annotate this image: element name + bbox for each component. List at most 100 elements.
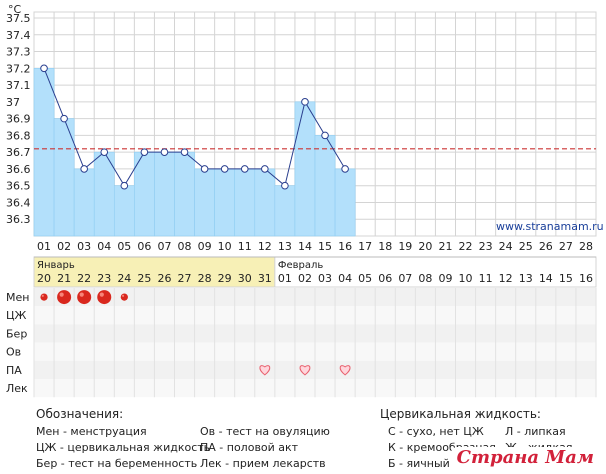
menstruation-highlight [99, 292, 104, 297]
cycle-day-label: 01 [37, 240, 51, 253]
menstruation-mark [120, 293, 128, 301]
cycle-day-label: 22 [459, 240, 473, 253]
cycle-day-label: 03 [77, 240, 91, 253]
y-tick-label: 37.5 [6, 12, 31, 25]
calendar-date-label: 01 [278, 272, 292, 285]
calendar-date-label: 02 [298, 272, 312, 285]
cycle-day-label: 05 [117, 240, 131, 253]
y-tick-label: 37.2 [6, 62, 31, 75]
temperature-point [80, 165, 88, 173]
menstruation-highlight [59, 292, 64, 297]
calendar-date-label: 06 [378, 272, 392, 285]
website-label: www.stranamam.ru [496, 220, 604, 233]
temperature-bar [73, 168, 95, 237]
y-tick-label: 36.9 [6, 113, 31, 126]
cycle-day-label: 19 [398, 240, 412, 253]
cycle-day-label: 20 [418, 240, 432, 253]
temperature-point [301, 98, 309, 106]
cycle-day-label: 04 [97, 240, 111, 253]
temperature-point [200, 165, 209, 173]
brand-logo: Страна Мам [450, 447, 600, 468]
cycle-day-label: 23 [479, 240, 493, 253]
y-tick-label: 37 [6, 96, 20, 109]
temperature-bar [254, 168, 276, 237]
calendar-date-label: 20 [37, 272, 51, 285]
temperature-point [160, 148, 169, 156]
y-tick-label: 36.4 [6, 196, 31, 209]
temperature-point [120, 181, 129, 190]
temperature-point [100, 148, 109, 156]
menstruation-highlight [79, 292, 84, 297]
cycle-day-label: 02 [57, 240, 71, 253]
legend-heading: Обозначения: [36, 407, 124, 421]
cycle-day-label: 09 [198, 240, 212, 253]
calendar-date-label: 03 [318, 272, 332, 285]
y-tick-label: 36.8 [6, 129, 31, 142]
calendar-date-label: 13 [519, 272, 533, 285]
legend-item-intercourse: ПА - половой акт [200, 441, 299, 454]
temperature-point [60, 114, 68, 123]
temperature-point [40, 64, 48, 73]
temperature-bar [33, 68, 55, 237]
cycle-day-label: 06 [137, 240, 151, 253]
cycle-day-label: 26 [539, 240, 553, 253]
temperature-bar [154, 151, 175, 237]
cycle-day-label: 16 [338, 240, 352, 253]
temperature-point [240, 165, 249, 173]
y-tick-label: 37.1 [6, 79, 31, 92]
y-tick-label: 37.4 [6, 29, 31, 42]
cycle-day-label: 28 [579, 240, 593, 253]
legend-left: Обозначения: Мен - менструация ЦЖ - церв… [36, 406, 210, 472]
row-label: Бер [6, 327, 27, 340]
temperature-bar [234, 168, 256, 237]
calendar-date-label: 05 [358, 272, 372, 285]
menstruation-mark [57, 290, 72, 305]
month-band [33, 256, 276, 288]
calendar-date-label: 07 [398, 272, 412, 285]
calendar-date-label: 08 [418, 272, 432, 285]
temperature-point [281, 181, 289, 190]
cycle-day-label: 12 [258, 240, 272, 253]
calendar-date-label: 15 [559, 272, 573, 285]
calendar-date-label: 22 [77, 272, 91, 285]
temperature-point [321, 131, 329, 140]
calendar-date-label: 11 [479, 272, 493, 285]
temperature-bar [314, 135, 336, 237]
temperature-point [261, 165, 269, 173]
legend-item-medication: Лек - прием лекарств [200, 457, 326, 470]
temperature-bar [113, 185, 135, 237]
menstruation-highlight [41, 294, 44, 297]
calendar-date-label: 04 [338, 272, 352, 285]
cycle-day-label: 25 [519, 240, 533, 253]
menstruation-mark [97, 290, 112, 305]
y-tick-label: 36.5 [6, 180, 31, 193]
y-tick-label: 37.3 [6, 46, 31, 59]
calendar-date-label: 23 [97, 272, 111, 285]
calendar-date-label: 27 [178, 272, 192, 285]
cycle-day-label: 24 [499, 240, 513, 253]
calendar-date-label: 29 [218, 272, 232, 285]
row-label: Мен [6, 291, 29, 304]
cycle-day-label: 15 [318, 240, 332, 253]
month-label: Январь [37, 260, 75, 271]
intercourse-heart-icon [259, 365, 271, 376]
calendar-date-label: 30 [238, 272, 252, 285]
calendar-date-label: 26 [157, 272, 171, 285]
calendar-date-label: 21 [57, 272, 71, 285]
calendar-date-label: 28 [198, 272, 212, 285]
calendar-date-label: 14 [539, 272, 553, 285]
temperature-bar [214, 168, 236, 237]
cycle-day-label: 27 [559, 240, 573, 253]
legend-item-pregnancy-test: Бер - тест на беременность [36, 457, 198, 470]
menstruation-highlight [121, 294, 125, 297]
temperature-bar [174, 151, 195, 237]
temperature-bar [274, 185, 296, 237]
month-band [274, 256, 597, 288]
legend-middle: Ов - тест на овуляцию ПА - половой акт Л… [200, 424, 330, 472]
row-label: Лек [6, 382, 28, 395]
fluid-item-sticky: Л - липкая [505, 425, 566, 438]
calendar-date-label: 09 [438, 272, 452, 285]
fluid-item-dry: С - сухо, нет ЦЖ [388, 425, 484, 438]
